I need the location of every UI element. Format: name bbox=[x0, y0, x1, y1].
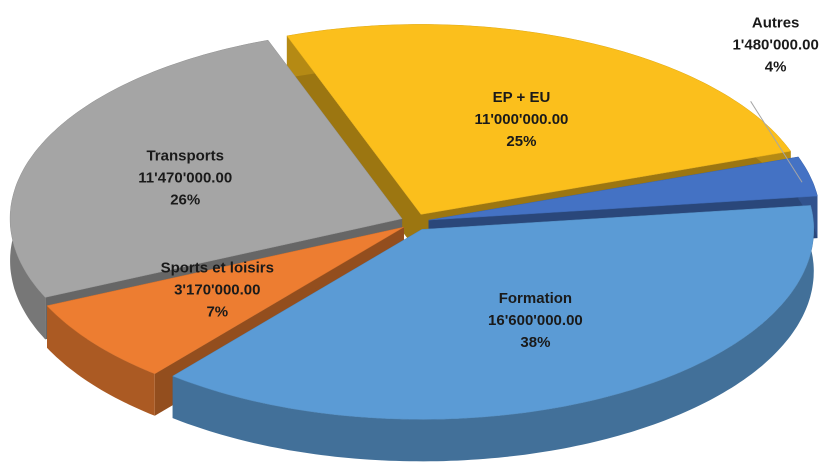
data-label-percent: 4% bbox=[765, 58, 787, 75]
data-label-value: 11'470'000.00 bbox=[138, 169, 232, 186]
data-label-name: EP + EU bbox=[493, 89, 551, 106]
slice-side-outer bbox=[47, 305, 155, 416]
slice bbox=[172, 205, 815, 420]
slice bbox=[46, 226, 405, 375]
data-label-value: 16'600'000.00 bbox=[488, 312, 583, 329]
data-label-name: Formation bbox=[499, 290, 572, 307]
data-label-name: Sports et loisirs bbox=[161, 260, 274, 277]
slice-side-outer bbox=[172, 205, 814, 462]
data-label-percent: 26% bbox=[170, 191, 200, 208]
data-label-percent: 7% bbox=[206, 304, 228, 321]
data-label-name: Transports bbox=[146, 147, 224, 164]
data-label-value: 1'480'000.00 bbox=[732, 36, 818, 53]
leader-line bbox=[750, 101, 803, 183]
data-label-percent: 25% bbox=[506, 133, 536, 150]
data-label-value: 3'170'000.00 bbox=[174, 282, 260, 299]
slice bbox=[428, 156, 818, 221]
slice bbox=[286, 24, 792, 215]
labels: EP + EU 11'000'000.00 25% Autres 1'480'000.0… bbox=[138, 14, 819, 351]
slice-tops bbox=[9, 24, 818, 420]
data-label-percent: 38% bbox=[520, 334, 550, 351]
data-label-value: 11'000'000.00 bbox=[474, 111, 568, 128]
data-label-name: Autres bbox=[752, 14, 800, 31]
slice bbox=[9, 39, 403, 298]
